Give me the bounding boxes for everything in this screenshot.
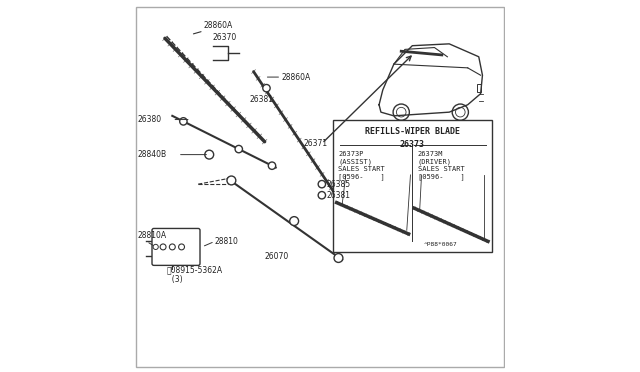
FancyBboxPatch shape	[152, 228, 200, 265]
Circle shape	[456, 108, 465, 117]
Text: 26373: 26373	[400, 140, 425, 149]
Text: Ⓦ08915-5362A
  (3): Ⓦ08915-5362A (3)	[167, 265, 223, 284]
Circle shape	[268, 162, 276, 169]
Circle shape	[235, 145, 243, 153]
Circle shape	[318, 192, 326, 199]
Text: 26381: 26381	[326, 191, 351, 200]
Text: 28840B: 28840B	[137, 150, 166, 159]
Text: 26385: 26385	[326, 180, 351, 189]
Circle shape	[205, 150, 214, 159]
Text: 26373M: 26373M	[418, 151, 444, 157]
Text: 26380: 26380	[137, 115, 161, 124]
Text: 26070: 26070	[264, 251, 289, 261]
Circle shape	[263, 84, 270, 92]
Circle shape	[393, 104, 410, 120]
Circle shape	[290, 217, 299, 225]
Circle shape	[452, 104, 468, 120]
Text: [0596-    ]: [0596- ]	[418, 173, 465, 180]
Text: 28860A: 28860A	[281, 73, 310, 81]
Circle shape	[179, 244, 184, 250]
Circle shape	[170, 244, 175, 250]
Text: 26370: 26370	[213, 33, 237, 42]
Text: 26373P: 26373P	[339, 151, 364, 157]
Text: (ASSIST): (ASSIST)	[339, 158, 372, 165]
Text: 26381: 26381	[250, 95, 274, 104]
Circle shape	[180, 118, 187, 125]
Text: 28810A: 28810A	[137, 231, 166, 240]
Text: 28860A: 28860A	[204, 21, 233, 30]
Circle shape	[396, 108, 406, 117]
Text: REFILLS-WIPER BLADE: REFILLS-WIPER BLADE	[365, 127, 460, 136]
Circle shape	[160, 244, 166, 250]
Text: ^P88*0067: ^P88*0067	[424, 242, 457, 247]
Text: [0596-    ]: [0596- ]	[339, 173, 385, 180]
Circle shape	[153, 244, 158, 250]
Circle shape	[334, 254, 343, 262]
Text: (DRIVER): (DRIVER)	[418, 158, 452, 165]
Bar	[477, 84, 481, 92]
Bar	[333, 119, 492, 253]
Circle shape	[227, 176, 236, 185]
Circle shape	[318, 180, 326, 188]
Text: 28810: 28810	[215, 237, 239, 246]
Text: 26371: 26371	[303, 139, 328, 148]
Text: SALES START: SALES START	[339, 166, 385, 172]
Text: SALES START: SALES START	[418, 166, 465, 172]
